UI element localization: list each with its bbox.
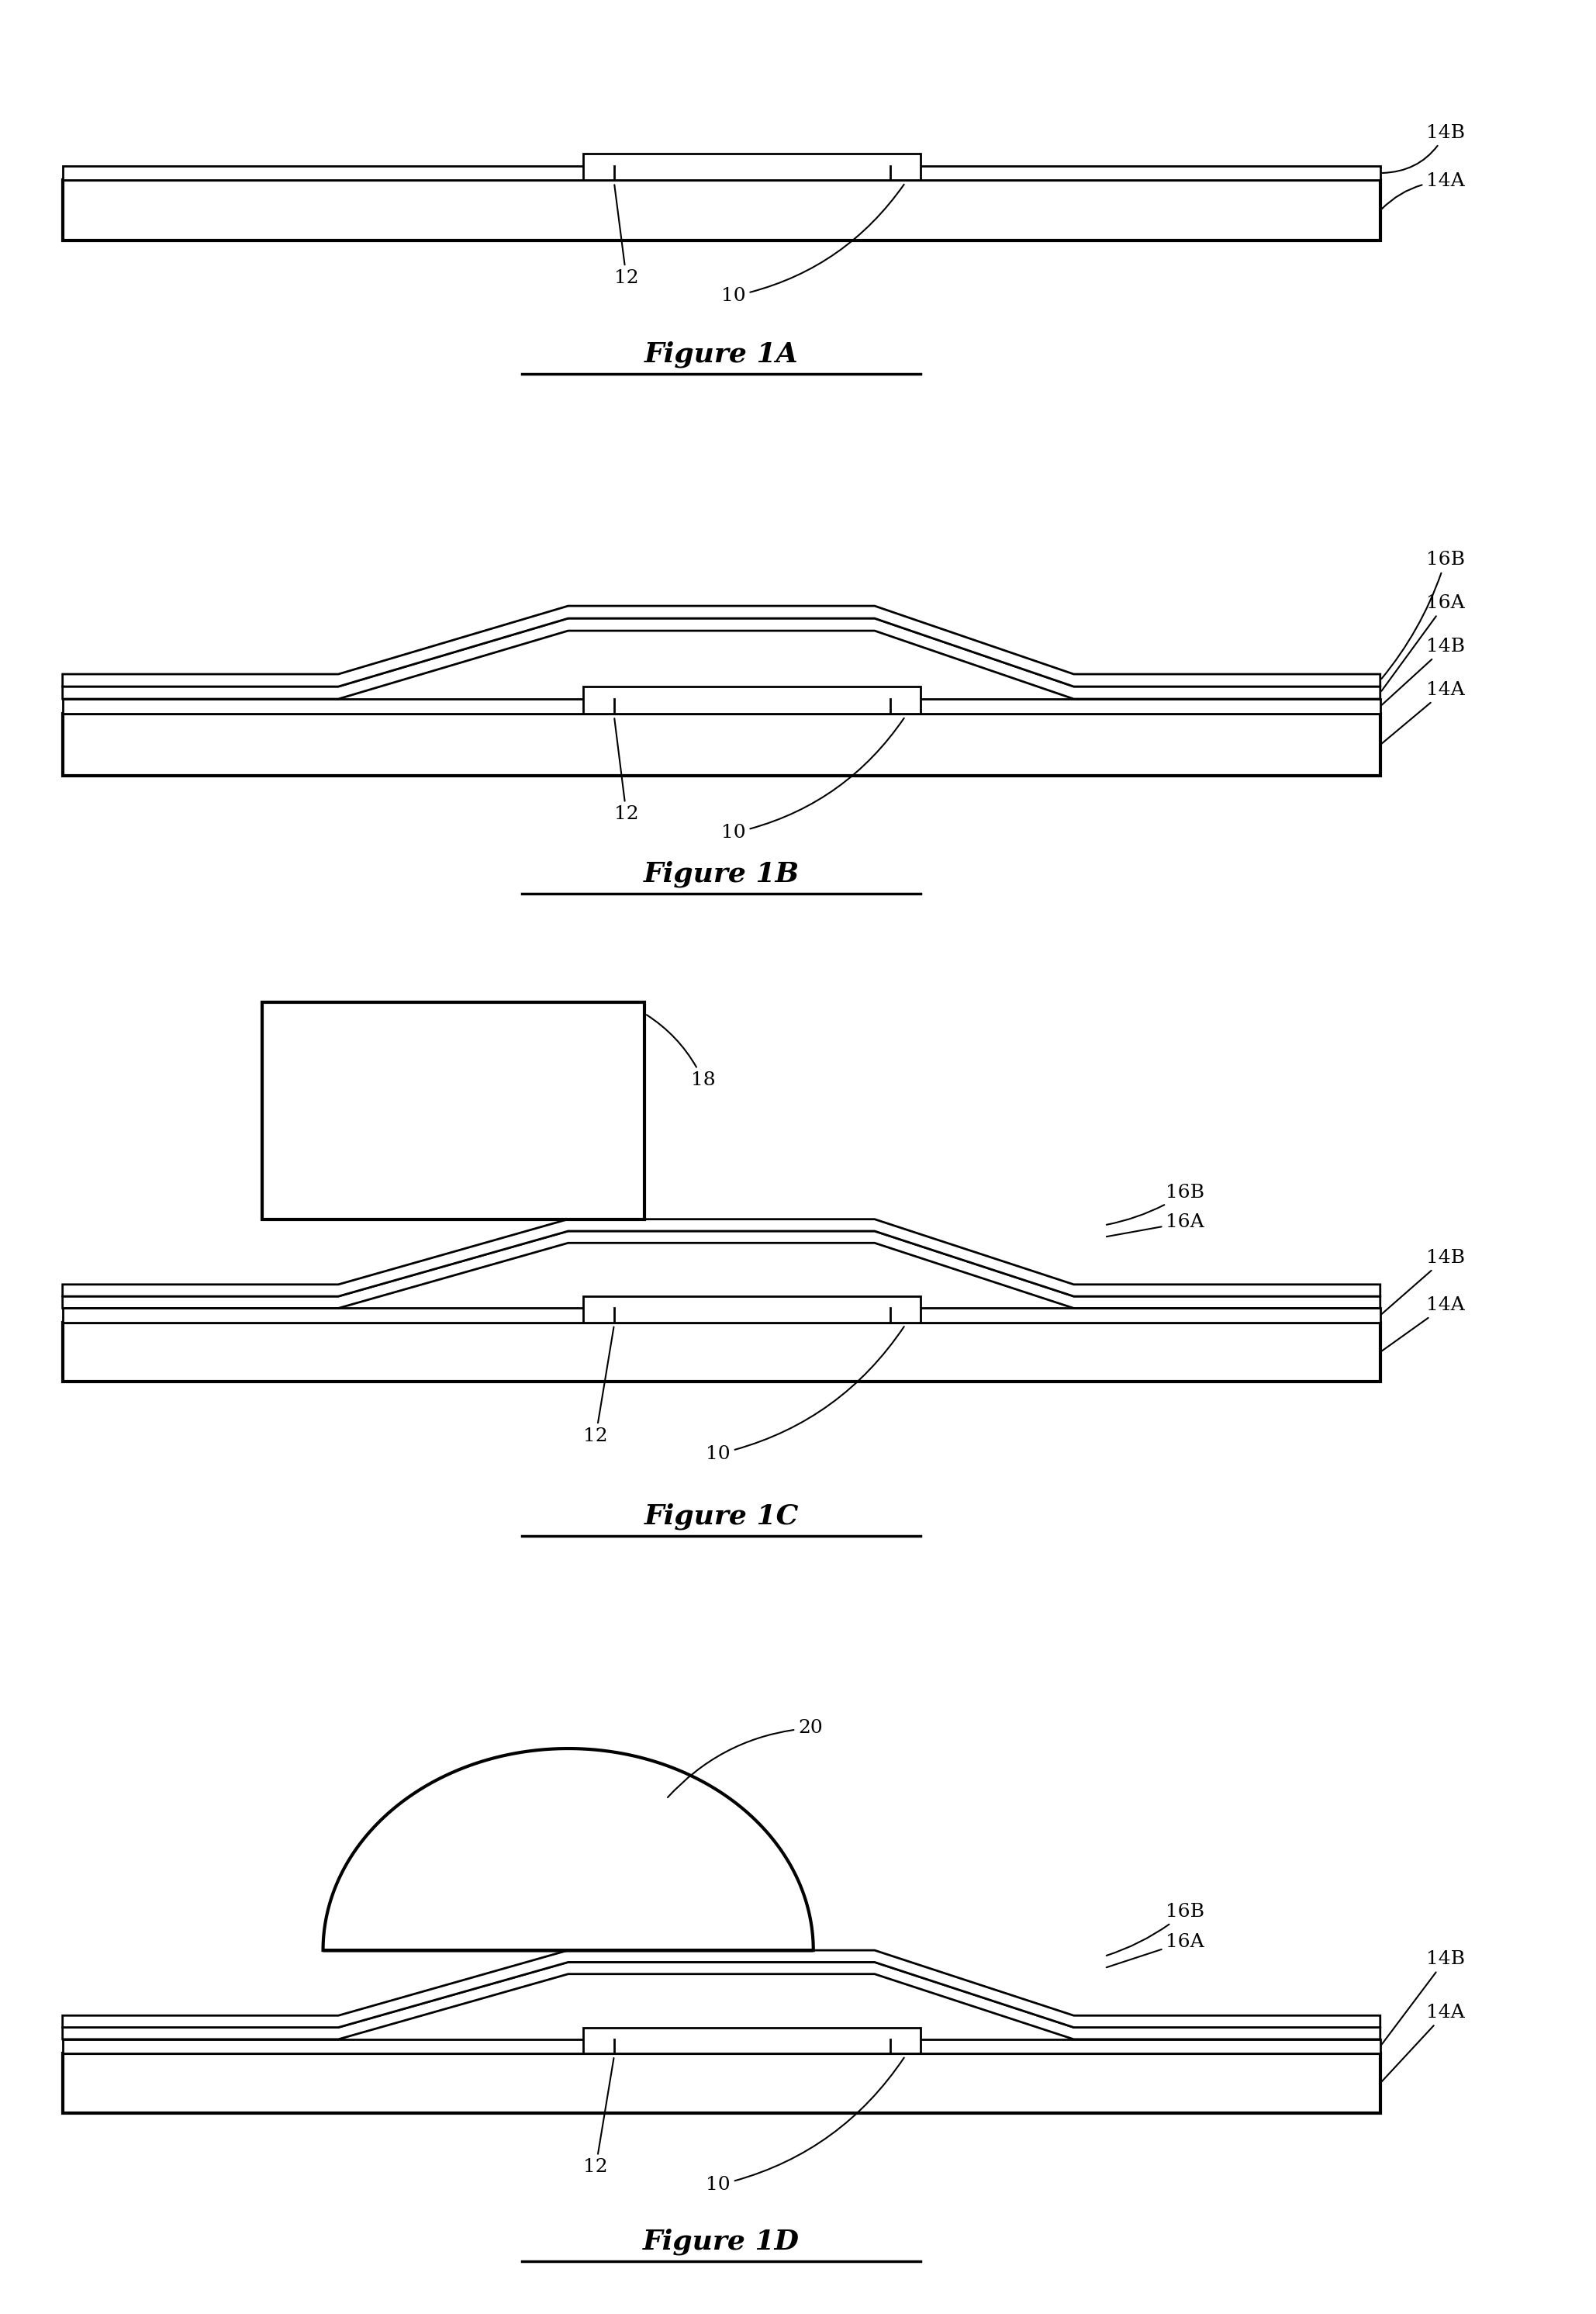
Bar (62, 1307, 1381, 1321)
Text: 14A: 14A (1382, 680, 1465, 743)
Text: 14A: 14A (1382, 171, 1465, 208)
Polygon shape (62, 1962, 1381, 2039)
Polygon shape (62, 606, 1381, 687)
Text: 20: 20 (667, 1719, 822, 1798)
Text: Figure 1C: Figure 1C (645, 1504, 798, 1530)
Polygon shape (62, 1219, 1381, 1296)
Text: 10: 10 (705, 1326, 903, 1462)
Bar (62, 699, 1381, 713)
Polygon shape (62, 1951, 1381, 2027)
Text: 10: 10 (721, 717, 903, 842)
Text: 14A: 14A (1382, 2004, 1465, 2083)
Text: 12: 12 (584, 2057, 614, 2175)
Text: 10: 10 (705, 2057, 903, 2194)
Text: 12: 12 (614, 185, 638, 287)
Text: 16A: 16A (1382, 595, 1465, 692)
Text: 14B: 14B (1382, 1250, 1465, 1314)
Bar (62, 713, 1381, 775)
Polygon shape (322, 1749, 814, 1951)
Text: 14B: 14B (1382, 1951, 1465, 2046)
Text: 16B: 16B (1382, 551, 1465, 678)
Bar (62, 180, 1381, 241)
Bar (62, 1321, 1381, 1381)
Bar (584, 687, 921, 713)
Text: 16A: 16A (1106, 1213, 1205, 1236)
Bar (62, 167, 1381, 180)
Bar (584, 2027, 921, 2053)
Bar (262, 1002, 645, 1219)
Text: Figure 1A: Figure 1A (645, 340, 798, 368)
Polygon shape (62, 1231, 1381, 1307)
Bar (62, 2053, 1381, 2113)
Text: 14A: 14A (1382, 1296, 1465, 1351)
Text: 14B: 14B (1382, 125, 1465, 174)
Text: 10: 10 (721, 185, 903, 305)
Text: 12: 12 (584, 1326, 614, 1444)
Bar (584, 153, 921, 180)
Text: Figure 1D: Figure 1D (643, 2228, 800, 2256)
Text: 18: 18 (646, 1016, 715, 1090)
Text: 12: 12 (614, 717, 638, 824)
Polygon shape (62, 618, 1381, 699)
Text: 16B: 16B (1106, 1902, 1205, 1955)
Bar (584, 1296, 921, 1321)
Text: 14B: 14B (1382, 639, 1465, 706)
Text: 16B: 16B (1106, 1185, 1205, 1224)
Text: Figure 1B: Figure 1B (643, 861, 800, 889)
Text: 16A: 16A (1106, 1932, 1205, 1967)
Bar (62, 2039, 1381, 2053)
